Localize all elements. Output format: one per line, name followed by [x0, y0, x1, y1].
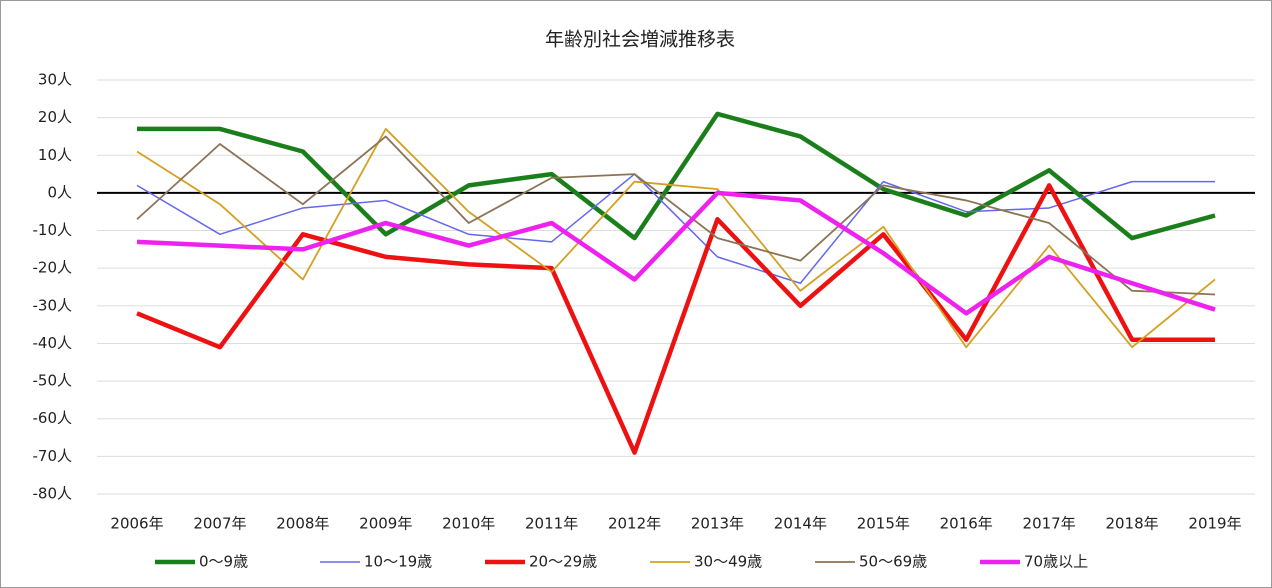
x-tick-label: 2008年: [276, 515, 329, 533]
legend-label: 50～69歳: [859, 553, 927, 571]
x-tick-label: 2016年: [940, 515, 993, 533]
y-tick-label: -80人: [33, 485, 73, 503]
legend-label: 20～29歳: [529, 553, 597, 571]
x-tick-label: 2009年: [359, 515, 412, 533]
y-tick-label: 30人: [38, 71, 72, 89]
y-tick-label: -70人: [33, 447, 73, 465]
chart-title: 年齢別社会増減推移表: [545, 29, 735, 51]
legend-label: 70歳以上: [1024, 553, 1088, 571]
series-line: [136, 190, 1216, 316]
legend-label: 0～9歳: [199, 553, 248, 571]
x-tick-label: 2014年: [774, 515, 827, 533]
x-tick-label: 2007年: [193, 515, 246, 533]
series-line: [136, 128, 1216, 349]
x-tick-label: 2012年: [608, 515, 661, 533]
x-tick-label: 2006年: [110, 515, 163, 533]
y-tick-label: 20人: [38, 108, 72, 126]
x-tick-label: 2019年: [1188, 515, 1241, 533]
legend-label: 10～19歳: [364, 553, 432, 571]
y-tick-label: -30人: [33, 296, 73, 314]
x-tick-label: 2013年: [691, 515, 744, 533]
x-tick-label: 2017年: [1023, 515, 1076, 533]
y-tick-label: -10人: [33, 221, 73, 239]
x-tick-label: 2015年: [857, 515, 910, 533]
y-tick-label: 10人: [38, 146, 72, 164]
y-tick-label: -60人: [33, 409, 73, 427]
series-line: [137, 111, 1216, 241]
y-tick-label: -40人: [33, 334, 73, 352]
series-line: [136, 135, 1216, 296]
series-line: [136, 183, 1215, 455]
y-tick-label: 0人: [47, 183, 72, 201]
x-tick-label: 2010年: [442, 515, 495, 533]
legend-label: 30～49歳: [694, 553, 762, 571]
x-tick-label: 2018年: [1105, 515, 1158, 533]
y-tick-label: -20人: [33, 259, 73, 277]
y-tick-label: -50人: [33, 372, 73, 390]
x-tick-label: 2011年: [525, 515, 578, 533]
